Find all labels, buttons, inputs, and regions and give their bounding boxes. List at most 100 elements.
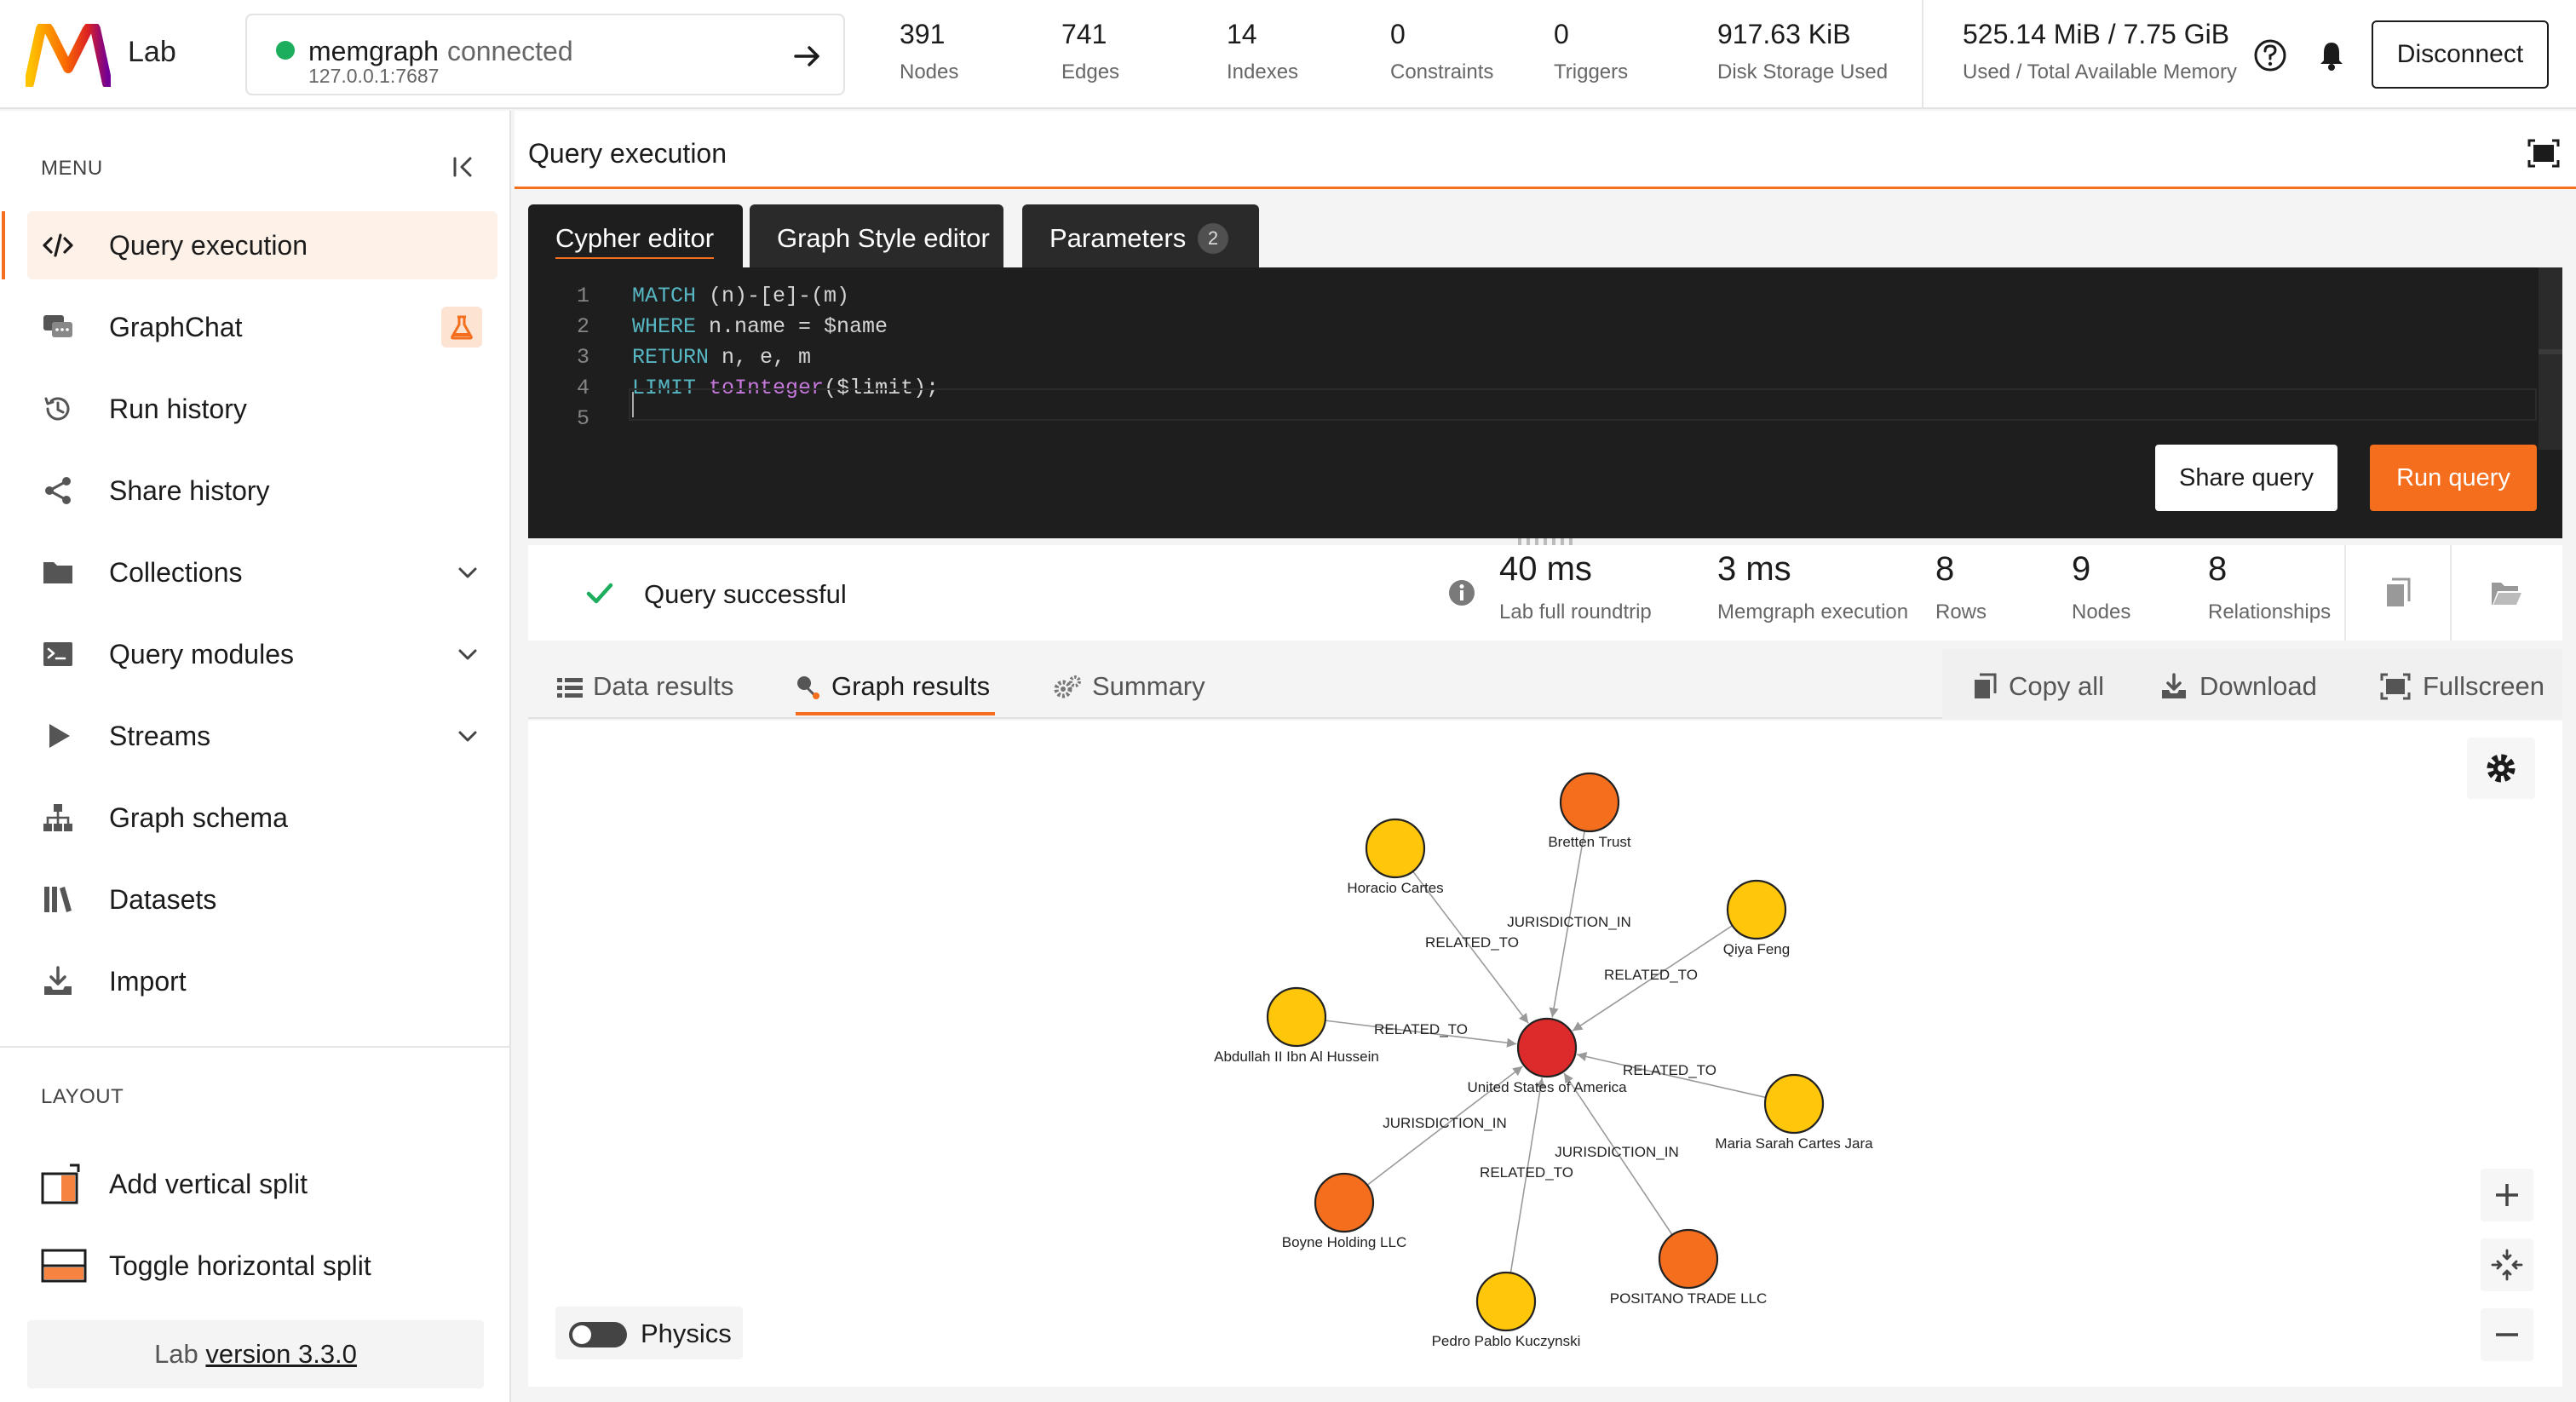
- version-link[interactable]: version 3.3.0: [205, 1339, 357, 1369]
- graph-svg[interactable]: JURISDICTION_IN RELATED_TO RELATED_TO RELAT…: [528, 721, 2562, 1387]
- graph-edge[interactable]: [1325, 1020, 1517, 1048]
- sidebar-item-streams[interactable]: Streams: [27, 702, 497, 770]
- code-line[interactable]: 2 WHERE n.name = $name: [528, 312, 888, 342]
- graph-edge[interactable]: [1563, 1072, 1673, 1236]
- sidebar-item-label: Datasets: [109, 884, 217, 915]
- editor-scrollbar[interactable]: [2539, 267, 2562, 450]
- info-icon[interactable]: [1448, 579, 1475, 606]
- chevron-down-icon[interactable]: [455, 560, 480, 586]
- copy-results-button[interactable]: [2344, 545, 2450, 641]
- resize-handle[interactable]: [1518, 538, 1573, 545]
- graph-node[interactable]: [1559, 772, 1620, 833]
- beta-badge: [441, 307, 482, 348]
- zoom-out-button[interactable]: [2481, 1308, 2533, 1361]
- share-query-button[interactable]: Share query: [2155, 445, 2337, 511]
- node-label: Pedro Pablo Kuczynski: [1432, 1333, 1581, 1349]
- sidebar-item-import[interactable]: Import: [27, 947, 497, 1015]
- sidebar-item-query-modules[interactable]: Query modules: [27, 620, 497, 688]
- physics-toggle[interactable]: Physics: [555, 1307, 743, 1359]
- run-query-button[interactable]: Run query: [2370, 445, 2537, 511]
- menu-section-title: MENU: [41, 157, 103, 180]
- sidebar-item-query-execution[interactable]: Query execution: [2, 211, 497, 279]
- tab-label: Data results: [593, 671, 734, 701]
- tab-cypher-editor[interactable]: Cypher editor: [528, 204, 743, 269]
- tab-label: Graph results: [831, 671, 991, 701]
- line-number: 2: [576, 314, 589, 339]
- tab-label: Cypher editor: [555, 223, 715, 259]
- layout-section-title: LAYOUT: [41, 1085, 124, 1108]
- code-line[interactable]: 4 LIMIT toInteger($limit);: [528, 373, 939, 404]
- result-tabs-bar: Data results Graph results Summary Copy …: [528, 649, 2562, 719]
- graph-edge[interactable]: [1549, 830, 1585, 1018]
- edge-label: RELATED_TO: [1480, 1164, 1573, 1181]
- graph-node[interactable]: [1726, 879, 1787, 940]
- zoom-in-button[interactable]: [2481, 1169, 2533, 1221]
- chevron-down-icon[interactable]: [455, 724, 480, 750]
- graph-edge[interactable]: [1572, 925, 1734, 1031]
- toggle-horizontal-split-button[interactable]: Toggle horizontal split: [27, 1232, 497, 1300]
- graph-node[interactable]: [1475, 1271, 1537, 1332]
- physics-label: Physics: [641, 1319, 732, 1348]
- fit-to-view-button[interactable]: [2481, 1238, 2533, 1291]
- bell-icon[interactable]: [2312, 36, 2351, 75]
- disconnect-button[interactable]: Disconnect: [2372, 20, 2549, 89]
- tab-parameters[interactable]: Parameters 2: [1022, 204, 1259, 269]
- sidebar-item-graphchat[interactable]: GraphChat: [27, 293, 497, 361]
- code-line[interactable]: 3 RETURN n, e, m: [528, 342, 811, 373]
- sidebar-item-graph-schema[interactable]: Graph schema: [27, 784, 497, 852]
- graph-node[interactable]: [1365, 818, 1426, 879]
- stat-memory: 525.14 MiB / 7.75 GiB Used / Total Availa…: [1963, 19, 2237, 83]
- graph-icon: [797, 676, 819, 699]
- add-vertical-split-button[interactable]: Add vertical split: [27, 1150, 497, 1218]
- graph-edge[interactable]: [1576, 1052, 1767, 1099]
- graph-node[interactable]: [1763, 1073, 1825, 1135]
- connection-box[interactable]: memgraph connected 127.0.0.1:7687: [245, 14, 845, 95]
- sidebar-item-run-history[interactable]: Run history: [27, 375, 497, 443]
- terminal-icon: [43, 642, 72, 666]
- sidebar-item-label: Query modules: [109, 639, 294, 669]
- folder-open-icon: [2492, 583, 2521, 605]
- edge-label: RELATED_TO: [1425, 934, 1519, 951]
- sidebar-item-label: Run history: [109, 394, 247, 424]
- stat-nodes: 391 Nodes: [900, 19, 959, 83]
- sidebar-item-datasets[interactable]: Datasets: [27, 865, 497, 934]
- download-button[interactable]: Download: [2160, 671, 2317, 702]
- code-line[interactable]: 1 MATCH (n)-[e]-(m): [528, 281, 849, 312]
- save-to-collection-button[interactable]: [2450, 545, 2562, 641]
- collapse-sidebar-icon[interactable]: [448, 152, 479, 182]
- edge-label: JURISDICTION_IN: [1507, 914, 1630, 930]
- line-number: 1: [576, 284, 589, 308]
- graph-edge[interactable]: [1366, 1066, 1523, 1186]
- chevron-down-icon[interactable]: [455, 642, 480, 668]
- maximize-panel-icon[interactable]: [2527, 138, 2561, 169]
- copy-all-button[interactable]: Copy all: [1973, 671, 2104, 702]
- sidebar-item-label: Import: [109, 966, 187, 997]
- graph-node[interactable]: [1314, 1172, 1375, 1233]
- stat-triggers: 0 Triggers: [1554, 19, 1629, 83]
- tab-graph-results[interactable]: Graph results: [796, 671, 990, 702]
- code-line[interactable]: 5: [528, 404, 589, 434]
- help-icon[interactable]: [2251, 36, 2290, 75]
- graph-edge[interactable]: [1412, 871, 1529, 1024]
- graph-settings-button[interactable]: [2467, 738, 2535, 799]
- gear-icon: [2487, 754, 2516, 783]
- physics-switch[interactable]: [569, 1322, 627, 1347]
- tab-data-results[interactable]: Data results: [557, 671, 733, 702]
- graph-canvas[interactable]: JURISDICTION_IN RELATED_TO RELATED_TO RELAT…: [528, 721, 2562, 1387]
- tab-graph-style-editor[interactable]: Graph Style editor: [750, 204, 1003, 269]
- action-label: Download: [2199, 671, 2317, 701]
- tab-summary[interactable]: Summary: [1053, 671, 1205, 702]
- arrow-right-icon[interactable]: [791, 39, 825, 73]
- fullscreen-button[interactable]: Fullscreen: [2380, 671, 2544, 702]
- layout-item-label: Toggle horizontal split: [109, 1250, 371, 1281]
- text-cursor: [632, 392, 634, 417]
- graph-node[interactable]: [1266, 986, 1327, 1048]
- graph-node[interactable]: [1658, 1228, 1719, 1290]
- graph-node-center[interactable]: [1516, 1017, 1578, 1078]
- divider: [1922, 0, 1923, 109]
- graph-edge[interactable]: [1509, 1077, 1546, 1273]
- connection-address: 127.0.0.1:7687: [308, 65, 440, 87]
- sidebar-item-collections[interactable]: Collections: [27, 538, 497, 606]
- sidebar-item-share-history[interactable]: Share history: [27, 457, 497, 525]
- line-number: 5: [576, 406, 589, 431]
